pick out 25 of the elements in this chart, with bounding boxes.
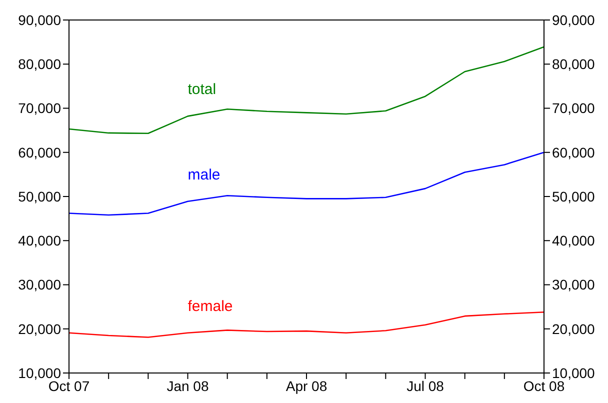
line-series — [68, 46, 545, 134]
y2-tick-label: 90,000 — [552, 12, 596, 28]
x-tick-label: Jan 08 — [166, 378, 209, 394]
y2-tick-label: 50,000 — [552, 188, 596, 204]
x-tick-label: Jul 08 — [406, 378, 444, 394]
y2-tick-label: 20,000 — [552, 320, 596, 337]
y-tick-label: 70,000 — [18, 100, 62, 116]
line-series — [68, 152, 545, 216]
y2-tick-label: 60,000 — [552, 144, 596, 160]
y2-tick-label: 70,000 — [552, 100, 596, 116]
series-label: total — [188, 81, 216, 98]
line-series — [68, 311, 545, 338]
y2-tick-label: 30,000 — [552, 276, 596, 293]
series-label: male — [188, 166, 220, 184]
series-label: female — [188, 298, 233, 315]
y2-tick-label: 40,000 — [552, 232, 596, 249]
y-tick-label: 30,000 — [18, 276, 62, 293]
y-tick-label: 40,000 — [18, 232, 62, 249]
y-tick-label: 90,000 — [18, 12, 62, 28]
y-tick-label: 60,000 — [18, 144, 62, 160]
y-tick-label: 50,000 — [18, 188, 62, 204]
y-tick-label: 80,000 — [18, 56, 62, 72]
x-tick-label: Apr 08 — [286, 378, 328, 394]
y-tick-label: 20,000 — [18, 320, 62, 337]
y2-tick-label: 80,000 — [552, 56, 596, 72]
